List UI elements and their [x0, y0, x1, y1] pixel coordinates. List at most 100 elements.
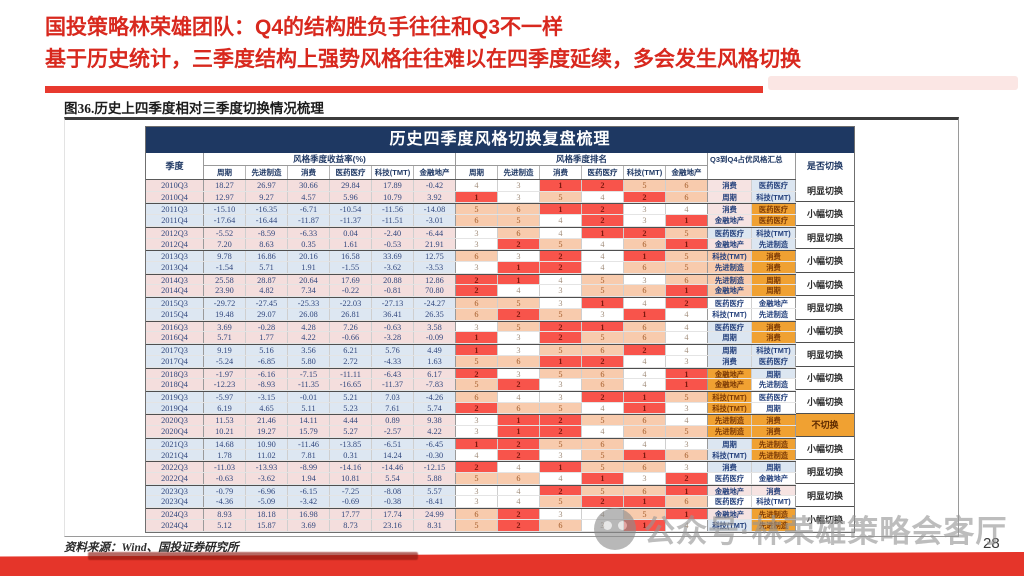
return-cell: -29.72 — [204, 298, 246, 308]
return-cell: 33.69 — [372, 251, 414, 262]
rank-cell: 4 — [624, 355, 666, 367]
return-cell: 8.73 — [330, 519, 372, 531]
return-cell: 5.21 — [330, 391, 372, 402]
rank-cell: 5 — [624, 180, 666, 191]
header-style-columns: 周期 先进制造 消费 医药医疗 科技(TMT) 金融地产 周期 先进制造 消费 医药医疗 科技(TM… — [204, 166, 708, 179]
dominant-style-cell: 周期 — [708, 191, 752, 203]
rank-cell: 6 — [624, 426, 666, 437]
dominant-style-cell: 消费 — [752, 485, 796, 496]
return-cell: -11.51 — [372, 215, 414, 226]
return-cell: -0.69 — [330, 496, 372, 508]
return-cell: 7.81 — [288, 449, 330, 461]
return-cell: 6.21 — [330, 345, 372, 355]
quarter-cell: 2010Q4 — [146, 191, 204, 203]
return-cell: 4.44 — [330, 415, 372, 426]
return-cell: 7.34 — [288, 285, 330, 297]
switch-result-cell: 小幅切换 — [796, 390, 854, 414]
return-cell: -12.15 — [414, 462, 456, 472]
return-cell: 23.16 — [372, 519, 414, 531]
figure-caption: 图36.历史上四季度相对三季度切换情况梳理 — [64, 101, 324, 116]
rank-cell: 3 — [540, 509, 582, 519]
quarter-cell: 2018Q3 — [146, 368, 204, 379]
return-cell: 3.56 — [288, 345, 330, 355]
return-cell: 8.93 — [204, 509, 246, 519]
return-cell: 5.88 — [414, 472, 456, 484]
return-cell: -14.08 — [414, 204, 456, 215]
return-cell: 5.16 — [246, 345, 288, 355]
quarter-cell: 2016Q3 — [146, 321, 204, 332]
return-cell: 8.63 — [246, 238, 288, 250]
dominant-style-cell: 先进制造 — [752, 438, 796, 449]
rank-cell: 6 — [666, 449, 708, 461]
rank-cell: 5 — [540, 191, 582, 203]
return-cell: -13.93 — [246, 462, 288, 472]
dominant-style-cell: 医药医疗 — [752, 355, 796, 367]
return-cell: 26.08 — [288, 308, 330, 320]
dominant-style-cell: 消费 — [708, 462, 752, 472]
table-row: 2019Q3 -5.97 -3.15 -0.01 5.21 7.03 -4.26 6 4 3 2 1 5… — [146, 390, 854, 403]
switch-result-cell: 明显切换 — [796, 296, 854, 320]
return-cell: -0.66 — [330, 332, 372, 344]
return-cell: 36.41 — [372, 308, 414, 320]
rank-cell: 2 — [540, 321, 582, 332]
rank-cell: 5 — [498, 215, 540, 226]
return-cell: -8.08 — [372, 485, 414, 496]
quarter-cell: 2024Q3 — [146, 509, 204, 519]
dominant-style-cell: 金融地产 — [708, 485, 752, 496]
rank-cell: 1 — [624, 519, 666, 531]
header-quarter: 季度 — [146, 153, 204, 179]
switch-result-cell: 明显切换 — [796, 483, 854, 508]
dominant-style-cell: 先进制造 — [752, 509, 796, 519]
return-cell: 5.96 — [330, 191, 372, 203]
rank-cell: 5 — [540, 238, 582, 250]
rank-cell: 2 — [540, 262, 582, 273]
return-cell: 5.74 — [414, 402, 456, 414]
rank-cell: 2 — [540, 415, 582, 426]
rank-cell: 1 — [624, 402, 666, 414]
dominant-style-cell: 先进制造 — [752, 449, 796, 461]
rank-cell: 6 — [624, 285, 666, 297]
dominant-style-cell: 科技(TMT) — [708, 251, 752, 262]
quarter-cell: 2017Q3 — [146, 345, 204, 355]
return-cell: 5.71 — [246, 262, 288, 273]
table-row: 2017Q4 -5.24 -6.85 5.80 2.72 -4.33 1.63 5 6 1 2 4 3 消… — [146, 355, 854, 368]
header-style-label: 先进制造 — [498, 166, 540, 179]
rank-cell: 2 — [498, 308, 540, 320]
rank-cell: 1 — [624, 449, 666, 461]
return-cell: -6.96 — [246, 485, 288, 496]
rank-cell: 1 — [666, 485, 708, 496]
return-cell: 5.12 — [204, 519, 246, 531]
rank-cell: 2 — [582, 215, 624, 226]
return-cell: -8.41 — [414, 496, 456, 508]
return-cell: 26.97 — [246, 180, 288, 191]
return-cell: -14.16 — [330, 462, 372, 472]
return-cell: -4.26 — [414, 391, 456, 402]
watermark-remnant — [768, 76, 1018, 90]
return-cell: 30.66 — [288, 180, 330, 191]
return-cell: -10.54 — [330, 204, 372, 215]
dominant-style-cell: 先进制造 — [752, 379, 796, 390]
rank-cell: 3 — [456, 262, 498, 273]
rank-cell: 2 — [666, 472, 708, 484]
rank-cell: 3 — [498, 368, 540, 379]
rank-cell: 2 — [540, 332, 582, 344]
dominant-style-cell: 周期 — [752, 402, 796, 414]
return-cell: 0.35 — [288, 238, 330, 250]
return-cell: -13.85 — [330, 438, 372, 449]
return-cell: -5.97 — [204, 391, 246, 402]
return-cell: 16.58 — [330, 251, 372, 262]
rank-cell: 5 — [456, 204, 498, 215]
rank-cell: 6 — [624, 462, 666, 472]
rank-cell: 1 — [582, 227, 624, 238]
dominant-style-cell: 消费 — [752, 321, 796, 332]
return-cell: -7.83 — [414, 379, 456, 390]
switch-result-cell: 小幅切换 — [796, 319, 854, 344]
return-cell: -3.62 — [246, 472, 288, 484]
rank-cell: 4 — [540, 215, 582, 226]
return-cell: -3.62 — [372, 262, 414, 273]
return-cell: 7.26 — [330, 321, 372, 332]
return-cell: -16.35 — [246, 204, 288, 215]
rank-cell: 4 — [666, 415, 708, 426]
header-style-label: 金融地产 — [666, 166, 708, 179]
return-cell: 5.23 — [330, 402, 372, 414]
